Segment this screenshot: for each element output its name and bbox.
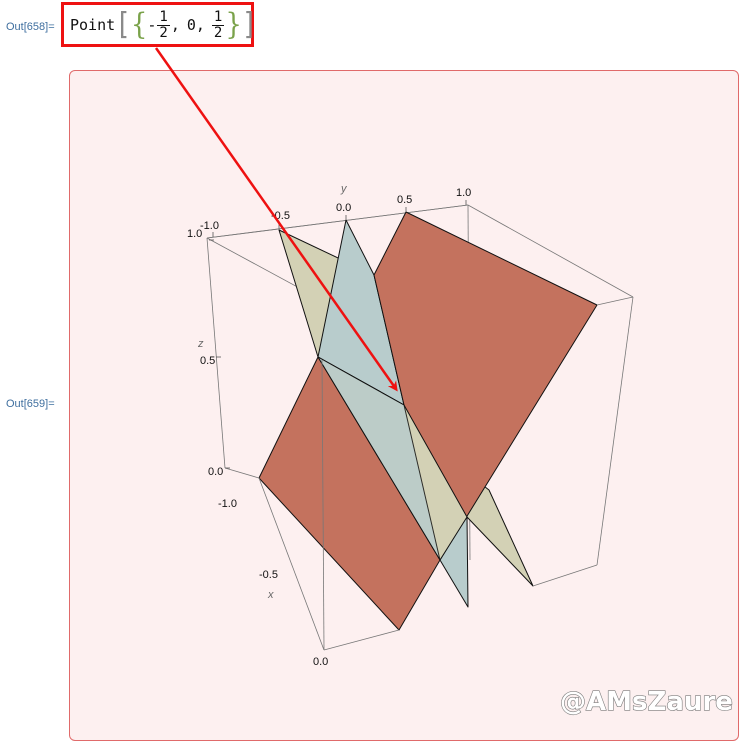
box-edge [532, 564, 598, 587]
box-edge [596, 296, 634, 566]
box-edge [596, 296, 634, 306]
x-numerator: 1 [157, 8, 170, 26]
output-label-658: Out[658]= [6, 21, 55, 33]
plane-2-front-strip [317, 356, 441, 561]
y-tick: 1.0 [456, 187, 471, 199]
z-tick: 1.0 [187, 228, 202, 240]
x-denominator: 2 [159, 24, 168, 41]
output-label-659: Out[659]= [6, 398, 55, 410]
open-bracket: [ [115, 7, 131, 43]
z-numerator: 1 [211, 8, 225, 26]
watermark-text: @AMsZaure [560, 687, 733, 717]
minus-sign: - [147, 16, 157, 34]
z-fraction: 1 2 [211, 8, 225, 41]
y-tick: -1.0 [200, 220, 219, 232]
comma-2: , [195, 16, 205, 34]
close-brace: } [225, 7, 242, 43]
y-axis-ticks: -1.0 -0.5 0.0 0.5 1.0 [200, 187, 471, 232]
annotation-arrow [154, 47, 398, 392]
z-denominator: 2 [213, 24, 223, 41]
y-tick: 0.5 [397, 194, 412, 206]
y-axis-name: y [340, 183, 348, 195]
open-brace: { [130, 7, 148, 43]
close-bracket: ] [241, 7, 258, 43]
x-fraction: 1 2 [157, 8, 170, 41]
box-edge [206, 237, 226, 469]
y-value: 0 [186, 16, 196, 34]
box-edge [224, 467, 260, 479]
z-tick: 0.5 [200, 355, 215, 367]
point-head: Point [70, 16, 116, 34]
y-tick: 0.0 [336, 202, 351, 214]
x-tick: 0.0 [313, 656, 328, 668]
planes [258, 211, 598, 631]
tick-marks [209, 200, 467, 469]
x-axis-ticks: -1.0 -0.5 0.0 [218, 498, 328, 668]
x-tick: -0.5 [259, 569, 278, 581]
comma-1: , [170, 16, 180, 34]
box-edge [467, 204, 634, 298]
z-tick: 0.0 [208, 466, 223, 478]
box-edge [321, 359, 325, 651]
x-axis-name: x [267, 589, 274, 601]
z-axis-name: z [197, 338, 204, 350]
z-axis-ticks: 1.0 0.5 0.0 [187, 228, 223, 478]
bounding-box-front [224, 296, 634, 651]
box-edge [323, 629, 400, 651]
point-expression: Point [ { - 1 2 , 0 , 1 2 } ] [70, 6, 258, 44]
x-tick: -1.0 [218, 498, 237, 510]
box-edge [258, 477, 325, 651]
point-output-highlight[interactable]: Point [ { - 1 2 , 0 , 1 2 } ] [61, 2, 258, 47]
box-edge [206, 204, 469, 239]
